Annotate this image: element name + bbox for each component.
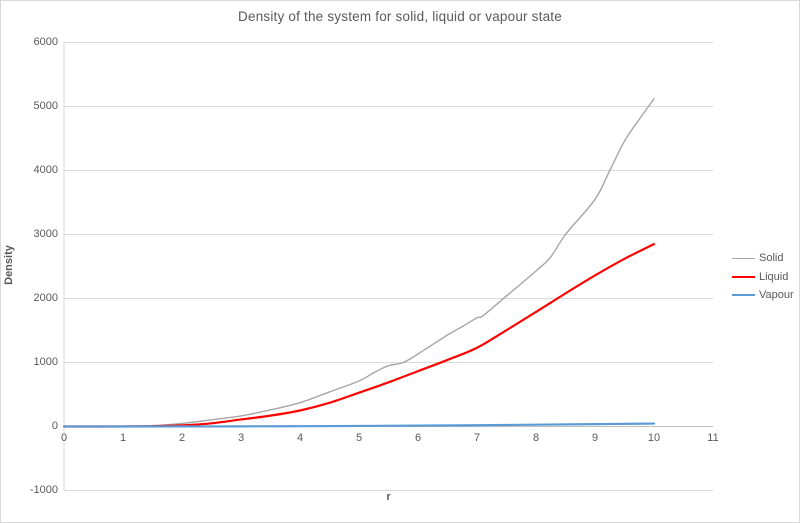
y-tick-label: -1000 (29, 484, 58, 496)
chart-title: Density of the system for solid, liquid … (238, 9, 562, 24)
legend-entry-solid[interactable]: Solid (732, 249, 794, 268)
legend-line-swatch (732, 275, 755, 278)
x-tick-label: 7 (473, 432, 481, 444)
legend-entry-vapour[interactable]: Vapour (732, 286, 794, 305)
x-tick-label: 2 (178, 432, 186, 444)
x-tick-label: 0 (60, 432, 68, 444)
x-tick-label: 6 (414, 432, 422, 444)
y-tick-label: 5000 (33, 100, 58, 112)
y-tick-label: 6000 (33, 36, 58, 48)
legend-entry-liquid[interactable]: Liquid (732, 268, 794, 287)
legend: Solid Liquid Vapour (732, 249, 794, 305)
x-tick-label: 11 (707, 432, 719, 444)
x-tick-label: 9 (591, 432, 599, 444)
series-line-liquid[interactable] (62, 243, 656, 428)
x-tick-label: 10 (647, 432, 661, 444)
y-tick-label: 2000 (33, 292, 58, 304)
series-line-solid[interactable] (63, 98, 655, 428)
x-tick-label: 1 (119, 432, 127, 444)
x-tick-label: 5 (355, 432, 363, 444)
x-axis-title: r (386, 491, 391, 503)
legend-label: Solid (759, 252, 784, 265)
y-tick-label: 3000 (33, 228, 58, 240)
legend-line-swatch (732, 294, 755, 297)
series-line-vapour[interactable] (62, 422, 656, 428)
legend-label: Vapour (759, 289, 794, 302)
x-tick-label: 4 (296, 432, 304, 444)
y-tick-label: 1000 (33, 356, 58, 368)
x-tick-label: 8 (532, 432, 540, 444)
y-tick-label: 0 (51, 420, 58, 432)
x-tick-label: 3 (237, 432, 245, 444)
legend-label: Liquid (759, 270, 789, 283)
y-tick-label: 4000 (33, 164, 58, 176)
legend-line-swatch (732, 257, 755, 259)
